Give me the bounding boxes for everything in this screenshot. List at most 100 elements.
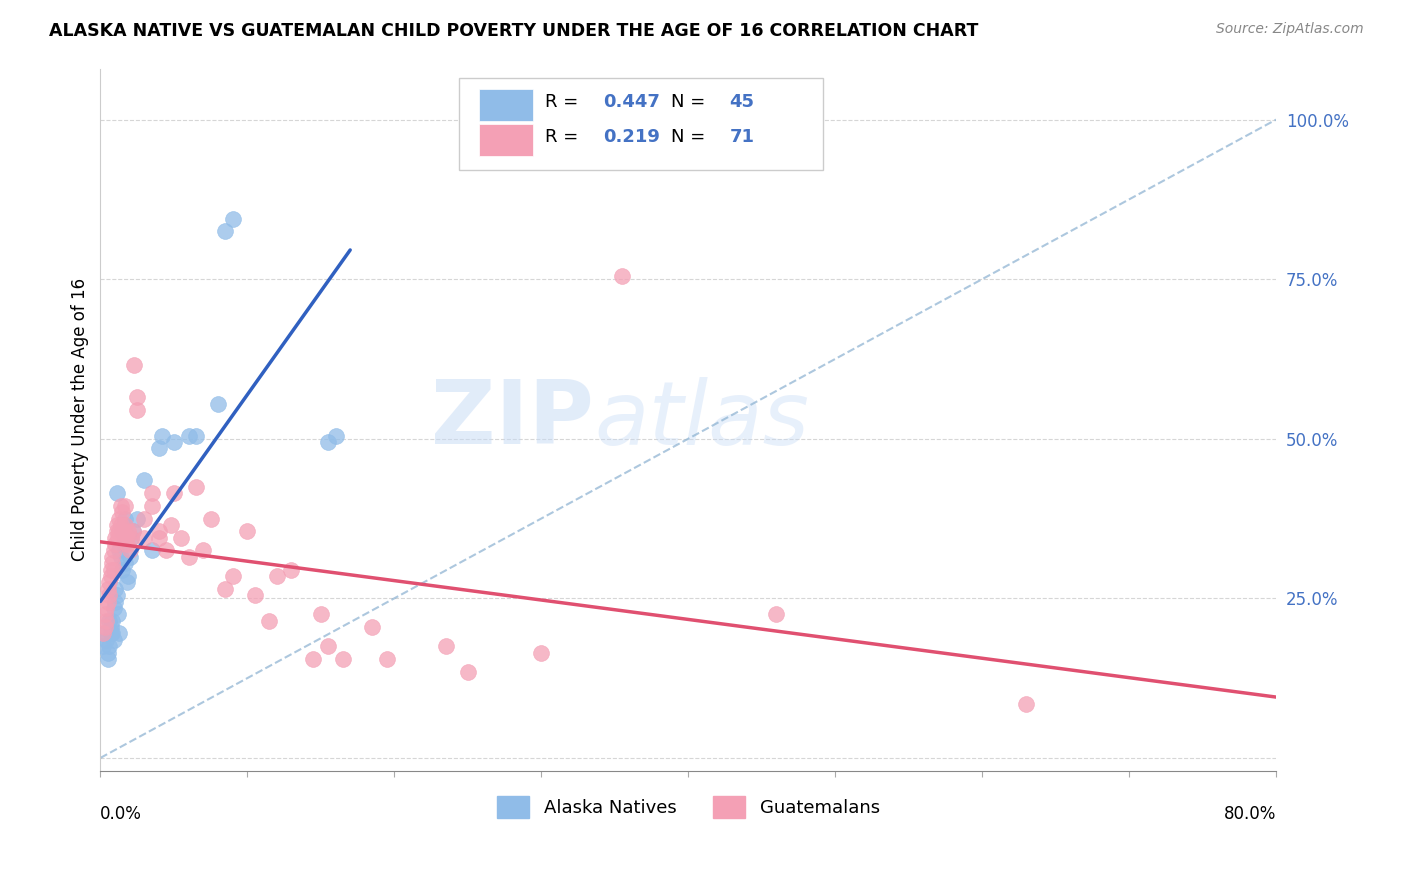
Point bbox=[148, 524, 170, 539]
Point bbox=[127, 511, 149, 525]
Point bbox=[105, 517, 128, 532]
Text: 0.447: 0.447 bbox=[603, 93, 661, 111]
Point bbox=[120, 531, 142, 545]
Point bbox=[163, 434, 186, 449]
Text: N =: N = bbox=[671, 128, 710, 145]
Point bbox=[114, 511, 136, 525]
Point bbox=[103, 563, 125, 577]
Text: N =: N = bbox=[671, 93, 710, 111]
Point bbox=[200, 511, 222, 525]
Point bbox=[316, 639, 339, 653]
Point bbox=[104, 594, 127, 608]
Point bbox=[221, 211, 243, 226]
Point bbox=[107, 607, 129, 622]
Text: 0.219: 0.219 bbox=[603, 128, 661, 145]
Point bbox=[108, 524, 131, 539]
Point bbox=[100, 563, 122, 577]
Point bbox=[110, 499, 132, 513]
Point bbox=[530, 646, 553, 660]
Point bbox=[101, 614, 124, 628]
Point bbox=[148, 442, 170, 456]
Point bbox=[98, 639, 121, 653]
Point bbox=[141, 543, 163, 558]
Point bbox=[98, 575, 121, 590]
Point bbox=[105, 588, 128, 602]
Point bbox=[610, 268, 633, 283]
Point bbox=[111, 524, 134, 539]
Text: R =: R = bbox=[544, 128, 583, 145]
Point bbox=[100, 626, 122, 640]
Point bbox=[127, 390, 149, 404]
Point bbox=[316, 434, 339, 449]
Point bbox=[94, 626, 117, 640]
Text: R =: R = bbox=[544, 93, 583, 111]
Point bbox=[120, 531, 142, 545]
FancyBboxPatch shape bbox=[458, 78, 824, 170]
Text: 71: 71 bbox=[730, 128, 755, 145]
Point bbox=[121, 524, 143, 539]
Point bbox=[155, 543, 177, 558]
Legend: Alaska Natives, Guatemalans: Alaska Natives, Guatemalans bbox=[489, 789, 887, 825]
Point bbox=[97, 582, 120, 596]
Text: Source: ZipAtlas.com: Source: ZipAtlas.com bbox=[1216, 22, 1364, 37]
Point bbox=[193, 543, 215, 558]
Point bbox=[103, 543, 125, 558]
Point bbox=[117, 524, 139, 539]
Point bbox=[325, 428, 347, 442]
Point bbox=[141, 486, 163, 500]
Point bbox=[361, 620, 384, 634]
Point bbox=[114, 556, 136, 570]
FancyBboxPatch shape bbox=[479, 124, 533, 156]
Point bbox=[160, 517, 183, 532]
Point bbox=[98, 588, 121, 602]
Point bbox=[104, 537, 127, 551]
Point bbox=[141, 499, 163, 513]
Point bbox=[332, 652, 354, 666]
Point bbox=[110, 517, 132, 532]
Point bbox=[118, 549, 141, 564]
Point bbox=[96, 614, 118, 628]
Point bbox=[111, 524, 134, 539]
Point bbox=[163, 486, 186, 500]
Point bbox=[148, 531, 170, 545]
Point bbox=[243, 588, 266, 602]
Point bbox=[434, 639, 457, 653]
Text: ZIP: ZIP bbox=[432, 376, 595, 463]
Point bbox=[105, 486, 128, 500]
Point bbox=[117, 569, 139, 583]
Point bbox=[121, 524, 143, 539]
Point bbox=[112, 537, 135, 551]
Text: 45: 45 bbox=[730, 93, 755, 111]
Point bbox=[115, 537, 138, 551]
Point bbox=[108, 511, 131, 525]
Point bbox=[280, 563, 302, 577]
Point bbox=[107, 531, 129, 545]
Point bbox=[134, 531, 156, 545]
Point bbox=[112, 531, 135, 545]
Point bbox=[236, 524, 259, 539]
Point bbox=[115, 531, 138, 545]
Point bbox=[101, 556, 124, 570]
Point bbox=[110, 549, 132, 564]
Point bbox=[457, 665, 479, 679]
Point bbox=[91, 639, 114, 653]
Point bbox=[112, 517, 135, 532]
Point bbox=[94, 607, 117, 622]
Text: 0.0%: 0.0% bbox=[100, 805, 142, 823]
Point bbox=[184, 480, 207, 494]
Point bbox=[105, 524, 128, 539]
Point bbox=[103, 601, 125, 615]
Point bbox=[309, 607, 332, 622]
Point bbox=[214, 582, 236, 596]
Point bbox=[765, 607, 787, 622]
Point bbox=[134, 511, 156, 525]
Point bbox=[100, 569, 122, 583]
Point bbox=[97, 646, 120, 660]
Text: ALASKA NATIVE VS GUATEMALAN CHILD POVERTY UNDER THE AGE OF 16 CORRELATION CHART: ALASKA NATIVE VS GUATEMALAN CHILD POVERT… bbox=[49, 22, 979, 40]
Point bbox=[134, 473, 156, 487]
Point bbox=[170, 531, 193, 545]
Point bbox=[101, 626, 124, 640]
Point bbox=[150, 428, 173, 442]
Point bbox=[115, 575, 138, 590]
Point bbox=[122, 359, 145, 373]
